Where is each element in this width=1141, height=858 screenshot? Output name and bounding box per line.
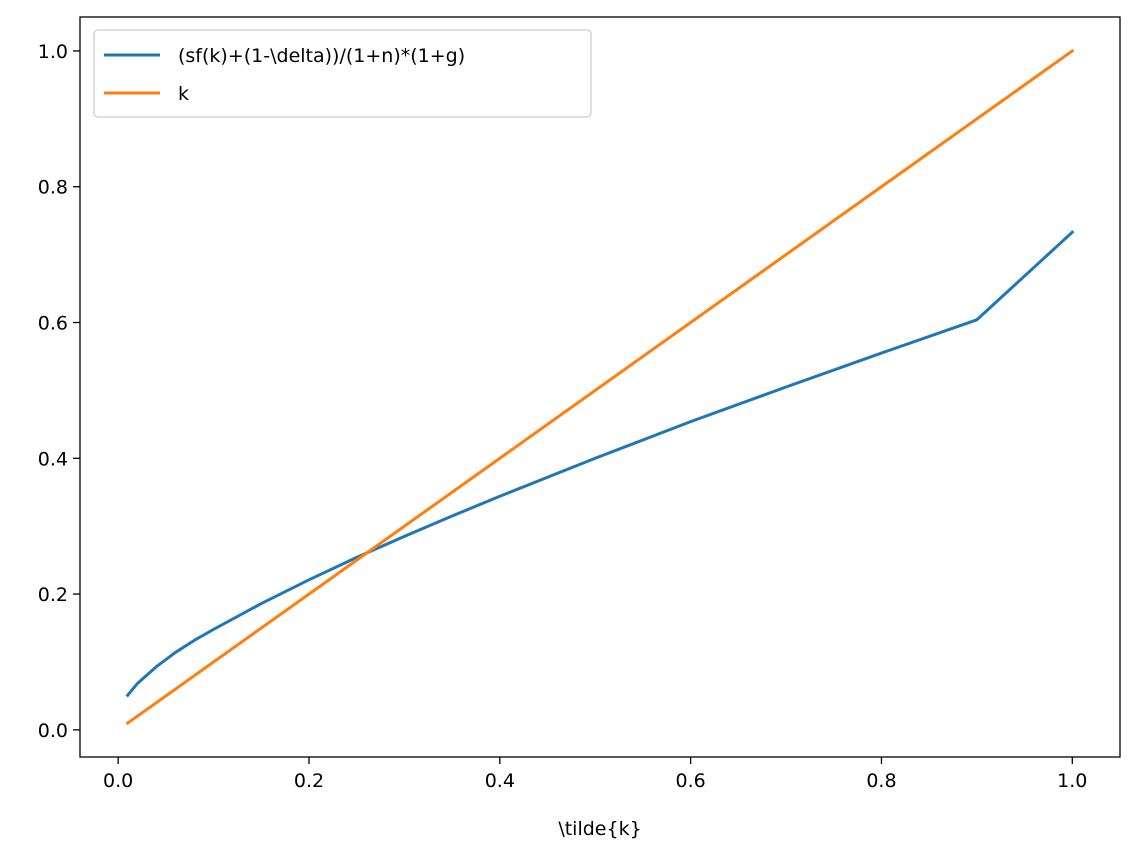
x-tick-label: 0.2 (294, 770, 324, 792)
x-tick-label: 0.0 (103, 770, 133, 792)
legend: (sf(k)+(1-\delta))/(1+n)*(1+g) k (93, 29, 592, 118)
legend-label-1: k (178, 83, 189, 105)
series-layer (125, 48, 1075, 726)
y-tick-label: 0.0 (38, 720, 68, 742)
y-tick-label: 0.6 (38, 313, 68, 335)
series-line-0 (125, 230, 1075, 698)
x-axis: 0.0 0.2 0.4 0.6 0.8 1.0 (103, 757, 1087, 792)
y-tick-label: 0.2 (38, 584, 68, 606)
x-tick-label: 1.0 (1057, 770, 1087, 792)
legend-box (93, 29, 592, 118)
plot-frame (79, 16, 1121, 758)
x-tick-label: 0.4 (485, 770, 515, 792)
legend-label-0: (sf(k)+(1-\delta))/(1+n)*(1+g) (178, 45, 465, 67)
series-line-1 (125, 48, 1075, 726)
y-axis: 0.0 0.2 0.4 0.6 0.8 1.0 (38, 41, 80, 742)
y-tick-label: 1.0 (38, 41, 68, 63)
x-axis-label: \tilde{k} (558, 818, 641, 840)
y-tick-label: 0.8 (38, 177, 68, 199)
x-tick-label: 0.6 (676, 770, 706, 792)
x-tick-label: 0.8 (866, 770, 896, 792)
y-tick-label: 0.4 (38, 448, 68, 470)
